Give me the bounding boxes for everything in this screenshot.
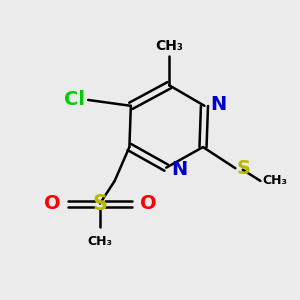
Text: CH₃: CH₃ xyxy=(263,174,288,188)
Text: O: O xyxy=(140,194,156,213)
Text: N: N xyxy=(210,95,226,114)
Text: S: S xyxy=(237,159,251,178)
Text: Cl: Cl xyxy=(64,90,85,110)
Text: CH₃: CH₃ xyxy=(87,235,112,248)
Text: N: N xyxy=(172,160,188,178)
Text: O: O xyxy=(44,194,60,213)
Text: CH₃: CH₃ xyxy=(155,39,183,53)
Text: S: S xyxy=(92,194,107,214)
